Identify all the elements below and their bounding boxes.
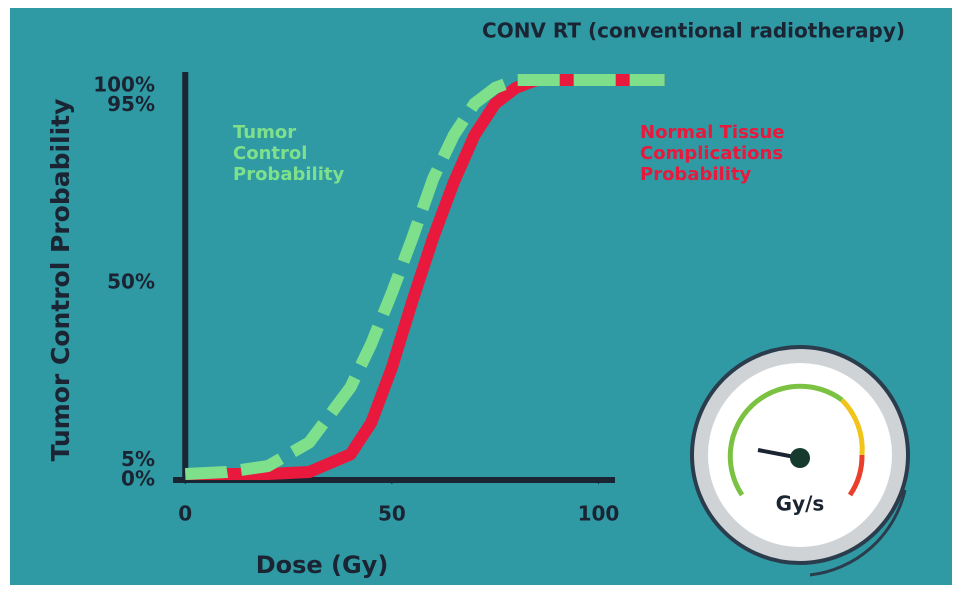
series-label: Tumor Control Probability <box>233 122 373 185</box>
x-tick-label: 0 <box>178 502 192 526</box>
y-axis-label: Tumor Control Probability <box>46 99 75 462</box>
x-axis-label: Dose (Gy) <box>256 551 389 579</box>
page: CONV RT (conventional radiotherapy) Dose… <box>0 0 962 593</box>
x-tick-label: 100 <box>578 502 620 526</box>
chart: CONV RT (conventional radiotherapy) Dose… <box>0 0 962 593</box>
series-label: Normal Tissue Complications Probability <box>640 122 830 185</box>
y-tick-label: 50% <box>107 270 155 294</box>
gauge-label: Gy/s <box>776 492 825 516</box>
chart-title: CONV RT (conventional radiotherapy) <box>482 19 905 43</box>
y-tick-label: 5% <box>121 447 155 471</box>
y-tick-label: 100% <box>93 73 155 97</box>
x-tick-label: 50 <box>378 502 406 526</box>
